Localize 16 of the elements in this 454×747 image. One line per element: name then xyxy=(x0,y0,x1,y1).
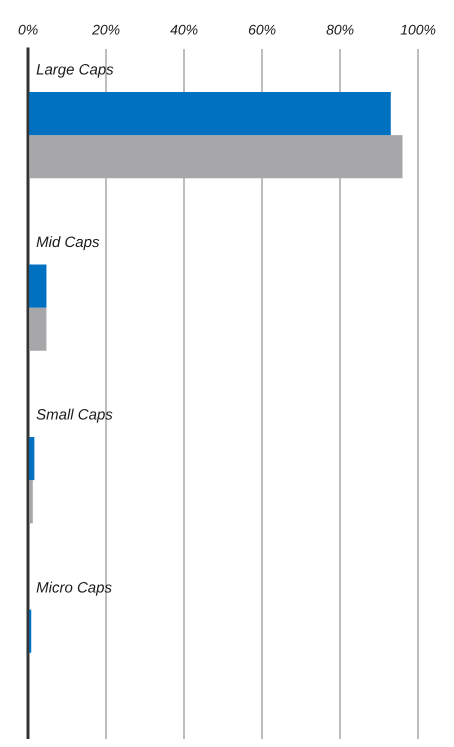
bar xyxy=(29,264,46,308)
bar xyxy=(29,437,34,480)
y-tick-label: Small Caps xyxy=(36,406,114,424)
bar xyxy=(29,308,46,351)
y-tick-label: Mid Caps xyxy=(36,234,100,252)
y-tick-label: Micro Caps xyxy=(36,579,112,596)
x-tick-label: 60% xyxy=(248,21,276,38)
y-tick-label: Large Caps xyxy=(36,62,114,79)
x-tick-label: 0% xyxy=(18,21,38,38)
x-tick-label: 80% xyxy=(326,21,354,38)
bar xyxy=(29,480,33,524)
bar xyxy=(29,92,391,136)
x-tick-label: 20% xyxy=(91,21,120,38)
bar xyxy=(29,135,402,178)
x-tick-label: 100% xyxy=(400,21,436,38)
x-tick-label: 40% xyxy=(170,21,198,38)
